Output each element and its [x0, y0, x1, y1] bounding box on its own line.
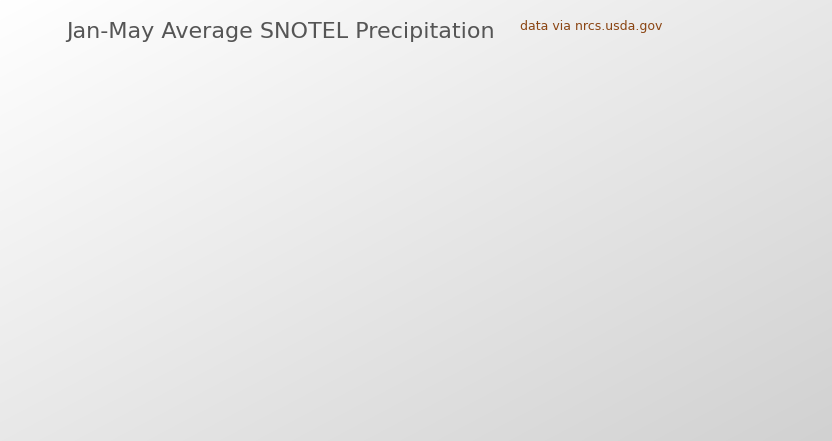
Y-axis label: Inches: Inches: [2, 191, 15, 236]
Bar: [777, 190, 793, 375]
Bar: [528, 207, 544, 375]
Bar: [414, 119, 429, 375]
Bar: [70, 145, 86, 375]
Bar: [605, 190, 621, 375]
Bar: [376, 166, 392, 375]
Bar: [662, 157, 678, 375]
Bar: [490, 210, 506, 375]
Bar: [395, 176, 410, 375]
Text: Jan-May Average SNOTEL Precipitation: Jan-May Average SNOTEL Precipitation: [67, 22, 495, 42]
Bar: [796, 170, 812, 375]
Bar: [300, 228, 315, 375]
Bar: [280, 195, 296, 375]
Bar: [223, 145, 239, 375]
Bar: [720, 154, 735, 375]
Bar: [567, 175, 582, 375]
Bar: [681, 210, 697, 375]
Bar: [624, 158, 640, 375]
Bar: [433, 192, 448, 375]
Bar: [242, 195, 258, 375]
Bar: [261, 195, 277, 375]
Bar: [547, 213, 563, 375]
Bar: [204, 163, 220, 375]
Bar: [509, 259, 525, 375]
Bar: [357, 198, 373, 375]
Bar: [146, 161, 162, 375]
Bar: [739, 221, 755, 375]
Bar: [701, 243, 716, 375]
Bar: [758, 191, 774, 375]
Bar: [586, 187, 602, 375]
Bar: [185, 163, 201, 375]
Bar: [643, 184, 659, 375]
Bar: [338, 154, 354, 375]
Bar: [453, 189, 468, 375]
Bar: [89, 146, 105, 375]
Text: data via nrcs.usda.gov: data via nrcs.usda.gov: [520, 20, 662, 33]
Bar: [319, 214, 334, 375]
Bar: [108, 270, 124, 375]
Text: @MattMakers: @MattMakers: [720, 349, 800, 362]
Bar: [166, 131, 181, 375]
Bar: [127, 159, 143, 375]
Bar: [472, 231, 487, 375]
